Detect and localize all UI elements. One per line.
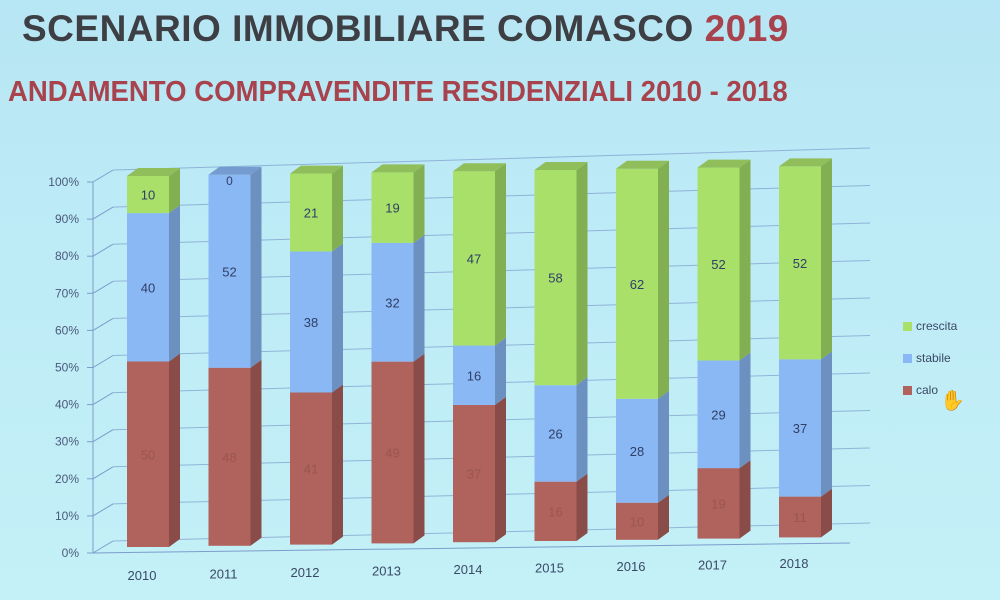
data-label: 37 bbox=[793, 421, 807, 436]
data-label: 58 bbox=[548, 271, 562, 286]
bar-segment-crescita bbox=[534, 170, 577, 386]
bar-2013: 49 32 19 bbox=[371, 164, 425, 544]
page-title: SCENARIO IMMOBILIARE COMASCO 2019 bbox=[22, 8, 789, 50]
y-tick-label: 20% bbox=[55, 472, 79, 486]
title-main: SCENARIO IMMOBILIARE COMASCO bbox=[22, 8, 694, 49]
bar-segment-calo bbox=[534, 481, 577, 541]
bar-2014: 37 16 47 bbox=[453, 163, 506, 543]
bar-segment-crescita bbox=[127, 176, 169, 214]
bar-segment-stabile bbox=[290, 251, 332, 393]
data-label: 16 bbox=[548, 504, 562, 519]
bar-segment-stabile bbox=[534, 385, 577, 482]
legend-swatch-crescita bbox=[903, 321, 912, 331]
x-tick-label: 2013 bbox=[372, 564, 401, 579]
x-tick-label: 2017 bbox=[698, 558, 727, 573]
data-label: 62 bbox=[630, 277, 644, 292]
bar-segment-calo bbox=[697, 468, 740, 539]
bar-segment-calo bbox=[453, 404, 495, 543]
bar-segment-stabile bbox=[779, 359, 821, 497]
y-tick-label: 80% bbox=[55, 249, 79, 263]
bar-2017: 19 29 52 bbox=[697, 159, 751, 539]
bar-segment-calo bbox=[127, 361, 169, 547]
bar-segment-crescita bbox=[453, 171, 495, 346]
bar-segment-stabile bbox=[208, 174, 251, 368]
y-tick-label: 70% bbox=[55, 286, 79, 300]
bar-2012: 41 38 21 bbox=[290, 165, 343, 545]
bar-segment-stabile bbox=[127, 213, 169, 362]
data-label: 11 bbox=[793, 510, 807, 525]
legend-swatch-calo bbox=[903, 385, 912, 395]
bar-segment-stabile bbox=[616, 398, 658, 503]
bar-segment-stabile bbox=[453, 345, 495, 405]
y-tick-label: 40% bbox=[55, 398, 79, 412]
bar-2018: 11 37 52 bbox=[779, 158, 832, 538]
x-tick-label: 2014 bbox=[454, 562, 483, 577]
y-tick-label: 60% bbox=[55, 323, 79, 337]
legend-item-calo: calo bbox=[903, 374, 957, 406]
bar-segment-crescita bbox=[371, 172, 414, 243]
data-label: 32 bbox=[385, 295, 399, 310]
bar-segment-crescita bbox=[616, 168, 658, 399]
title-year: 2019 bbox=[704, 8, 789, 49]
legend-item-crescita: crescita bbox=[903, 310, 957, 342]
legend-item-stabile: stabile bbox=[903, 342, 957, 374]
data-label: 10 bbox=[630, 514, 644, 529]
data-label: 28 bbox=[630, 444, 644, 459]
y-tick-label: 90% bbox=[55, 212, 79, 226]
data-label: 21 bbox=[304, 206, 318, 221]
bar-2016: 10 28 62 bbox=[616, 160, 669, 540]
bar-segment-stabile bbox=[697, 360, 740, 469]
bar-segment-stabile bbox=[371, 242, 414, 362]
bar-segment-calo bbox=[616, 502, 658, 540]
hand-cursor-icon: ✋ bbox=[940, 390, 965, 412]
data-label: 10 bbox=[141, 188, 155, 203]
data-label: 19 bbox=[385, 201, 399, 216]
data-label: 37 bbox=[467, 467, 481, 482]
data-label: 52 bbox=[793, 256, 807, 271]
data-label: 29 bbox=[711, 407, 725, 422]
chart-legend: crescita stabile calo bbox=[903, 310, 957, 406]
y-tick-label: 0% bbox=[62, 546, 80, 560]
bar-segment-calo bbox=[208, 367, 251, 546]
y-tick-label: 100% bbox=[48, 175, 79, 189]
bar-segment-crescita bbox=[290, 173, 332, 252]
bar-segment-crescita bbox=[779, 166, 821, 360]
bar-segment-calo bbox=[779, 496, 821, 538]
data-label: 48 bbox=[222, 450, 236, 465]
x-tick-label: 2015 bbox=[535, 561, 564, 576]
y-tick-label: 50% bbox=[55, 361, 79, 375]
data-label: 19 bbox=[711, 496, 725, 511]
bar-2015: 16 26 58 bbox=[534, 162, 588, 541]
bar-segment-crescita bbox=[697, 167, 740, 361]
y-tick-label: 30% bbox=[55, 435, 79, 449]
legend-swatch-stabile bbox=[903, 353, 912, 363]
bar-2010: 50 40 10 bbox=[127, 168, 180, 547]
x-tick-label: 2016 bbox=[617, 559, 646, 574]
y-tick-label: 10% bbox=[55, 509, 79, 523]
data-label: 40 bbox=[141, 280, 155, 295]
data-label: 49 bbox=[385, 446, 399, 461]
data-label: 52 bbox=[711, 257, 725, 272]
data-label: 0 bbox=[226, 174, 233, 188]
chart-subtitle: ANDAMENTO COMPRAVENDITE RESIDENZIALI 201… bbox=[8, 76, 788, 108]
bar-segment-calo bbox=[371, 361, 414, 544]
data-label: 16 bbox=[467, 368, 481, 383]
x-tick-label: 2018 bbox=[780, 556, 809, 571]
x-tick-label: 2012 bbox=[291, 565, 320, 580]
data-label: 26 bbox=[548, 426, 562, 441]
x-tick-label: 2011 bbox=[210, 567, 238, 582]
x-tick-label: 2010 bbox=[128, 568, 157, 583]
data-label: 41 bbox=[304, 462, 318, 477]
data-label: 52 bbox=[222, 264, 236, 279]
bar-2011: 48 52 0 bbox=[208, 166, 262, 546]
bar-segment-calo bbox=[290, 392, 332, 545]
data-label: 50 bbox=[141, 447, 155, 462]
data-label: 38 bbox=[304, 315, 318, 330]
data-label: 47 bbox=[467, 251, 481, 266]
